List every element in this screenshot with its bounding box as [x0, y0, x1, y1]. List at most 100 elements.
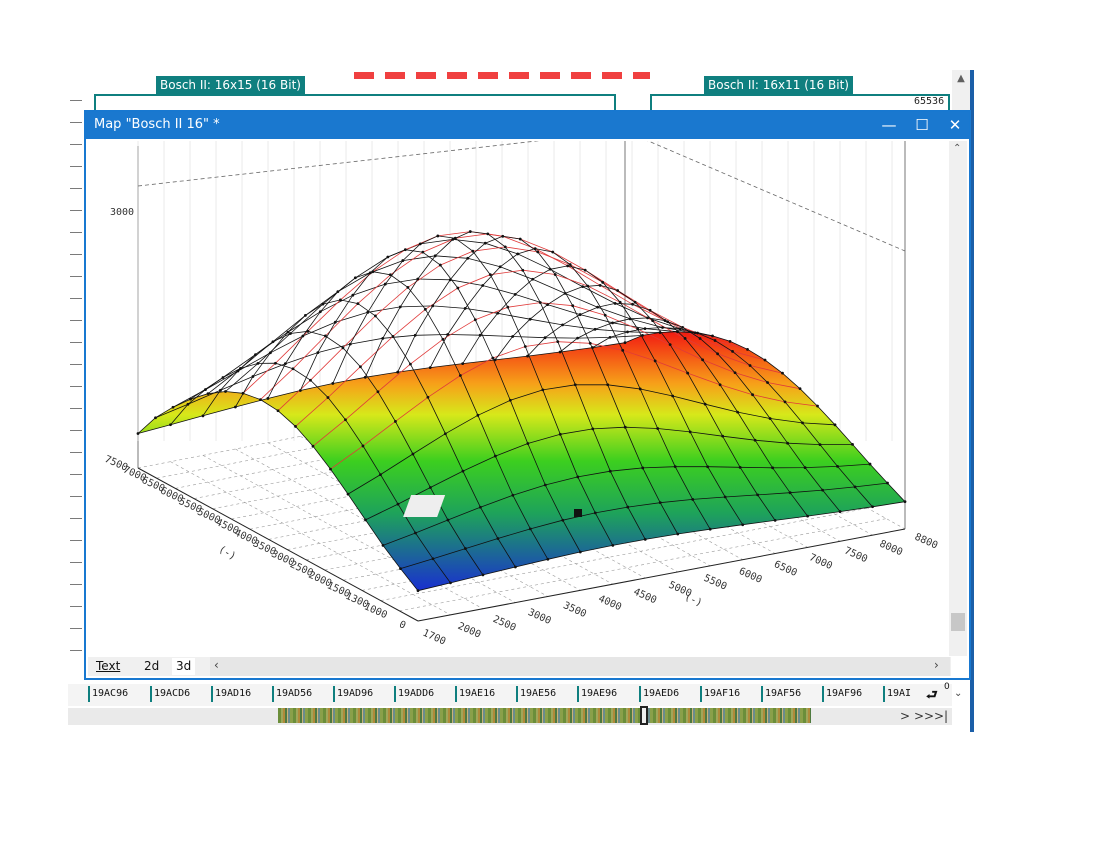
mesh-node: [473, 318, 477, 322]
mesh-node: [531, 277, 535, 281]
horizontal-scrollbar[interactable]: ‹ ›: [210, 657, 950, 676]
overview-strip[interactable]: [278, 708, 811, 723]
mesh-node: [511, 493, 515, 497]
mesh-node: [711, 334, 714, 338]
tab-text[interactable]: Text: [96, 659, 121, 673]
mesh-node: [391, 335, 395, 338]
address-label: 19AF96: [826, 688, 863, 699]
mesh-node: [449, 581, 452, 585]
mesh-node: [266, 397, 270, 400]
floor-axis: [137, 467, 419, 622]
address-separator: [88, 686, 90, 702]
mesh-node: [236, 369, 240, 373]
scroll-left-icon[interactable]: ‹: [214, 658, 219, 672]
map-window[interactable]: Map "Bosch II 16" * — ☐ ✕ 7500 7000 6500 60…: [84, 110, 971, 680]
mesh-node: [446, 518, 450, 522]
maximize-button[interactable]: ☐: [915, 116, 929, 134]
mesh-node: [256, 361, 260, 365]
mesh-node: [514, 565, 517, 569]
title-bar[interactable]: Map "Bosch II 16" * — ☐ ✕: [86, 112, 969, 139]
address-label: 19AED6: [643, 688, 680, 699]
mesh-node: [376, 390, 380, 394]
mesh-node: [428, 366, 432, 370]
mesh-node: [304, 313, 307, 317]
mesh-node: [361, 444, 365, 448]
mesh-node: [416, 589, 420, 593]
mesh-node: [291, 367, 295, 371]
vertical-scrollbar[interactable]: ⌃: [949, 141, 967, 656]
mesh-node: [413, 333, 417, 337]
mesh-node: [348, 342, 352, 346]
mesh-node: [271, 340, 275, 344]
surface-plot-area[interactable]: 7500 7000 6500 6000 5500 5000 4500 4000 3500 3000…: [88, 141, 949, 656]
address-label: 19AE96: [581, 688, 618, 699]
scroll-up-icon[interactable]: ⌃: [953, 143, 962, 154]
floor-gridline: [397, 417, 678, 573]
mesh-node: [479, 505, 482, 509]
mesh-node: [444, 432, 447, 436]
surface-plot[interactable]: 7500700065006000550050004500400035003000…: [88, 141, 949, 656]
nav-next-button[interactable]: >: [900, 709, 911, 723]
left-axis-tick: 0: [397, 619, 407, 632]
mesh-node: [818, 443, 822, 447]
mesh-node: [466, 256, 470, 260]
address-separator: [822, 686, 824, 702]
mesh-node: [543, 336, 547, 340]
mesh-line: [382, 463, 871, 546]
mesh-node: [493, 358, 497, 362]
nav-fast-forward-button[interactable]: >>: [914, 709, 935, 723]
selection-dash-marker: [354, 72, 650, 79]
tab-3d[interactable]: 3d: [172, 658, 196, 675]
mesh-node: [683, 337, 687, 340]
mesh-node: [366, 310, 370, 314]
scroll-thumb[interactable]: [951, 613, 965, 631]
mesh-node: [658, 501, 662, 505]
mesh-node: [399, 567, 402, 571]
minimize-button[interactable]: —: [881, 116, 897, 134]
mesh-node: [708, 527, 712, 531]
mesh-node: [633, 300, 637, 304]
mesh-node: [441, 337, 445, 341]
nav-end-button[interactable]: >|: [934, 709, 949, 723]
mesh-node: [239, 367, 242, 370]
mesh-node: [578, 550, 582, 554]
z-gridline: [137, 141, 541, 187]
mesh-node: [563, 292, 567, 295]
scroll-right-icon[interactable]: ›: [934, 658, 939, 672]
mesh-node: [526, 442, 530, 445]
mesh-node: [581, 285, 585, 289]
mesh-node: [623, 425, 627, 429]
mesh-node: [511, 335, 515, 338]
mesh-node: [259, 398, 262, 402]
mesh-node: [663, 319, 667, 322]
mesh-line: [207, 255, 696, 395]
close-button[interactable]: ✕: [948, 116, 962, 134]
right-axis-tick: 7500: [842, 545, 868, 565]
mesh-node: [753, 438, 757, 442]
cursor-marker[interactable]: [574, 509, 582, 517]
mesh-node: [411, 452, 415, 456]
z-axis-tick: 3000: [110, 207, 134, 218]
mesh-node: [483, 241, 487, 245]
mesh-node: [851, 442, 854, 446]
scroll-down-arrow-icon[interactable]: ⌄: [954, 688, 963, 699]
map-label-16x15[interactable]: Bosch II: 16x15 (16 Bit): [156, 76, 305, 94]
mesh-node: [608, 335, 612, 339]
mesh-node: [189, 397, 192, 401]
jump-icon[interactable]: ⮐: [926, 688, 938, 703]
ruler-tick: [70, 276, 82, 277]
ruler-tick: [70, 606, 82, 607]
mesh-node: [496, 537, 500, 540]
ruler-tick: [70, 364, 82, 365]
right-axis-tick: 3500: [561, 600, 587, 620]
mesh-node: [736, 410, 739, 414]
mesh-node: [688, 430, 692, 434]
tab-2d[interactable]: 2d: [144, 659, 160, 673]
mesh-node: [798, 387, 802, 391]
mesh-node: [453, 236, 457, 240]
map-label-16x11[interactable]: Bosch II: 16x11 (16 Bit): [704, 76, 853, 94]
mesh-node: [446, 333, 450, 336]
scroll-up-arrow-icon[interactable]: ▲: [957, 73, 965, 84]
overview-cursor[interactable]: [640, 706, 648, 725]
mesh-line: [347, 384, 836, 495]
